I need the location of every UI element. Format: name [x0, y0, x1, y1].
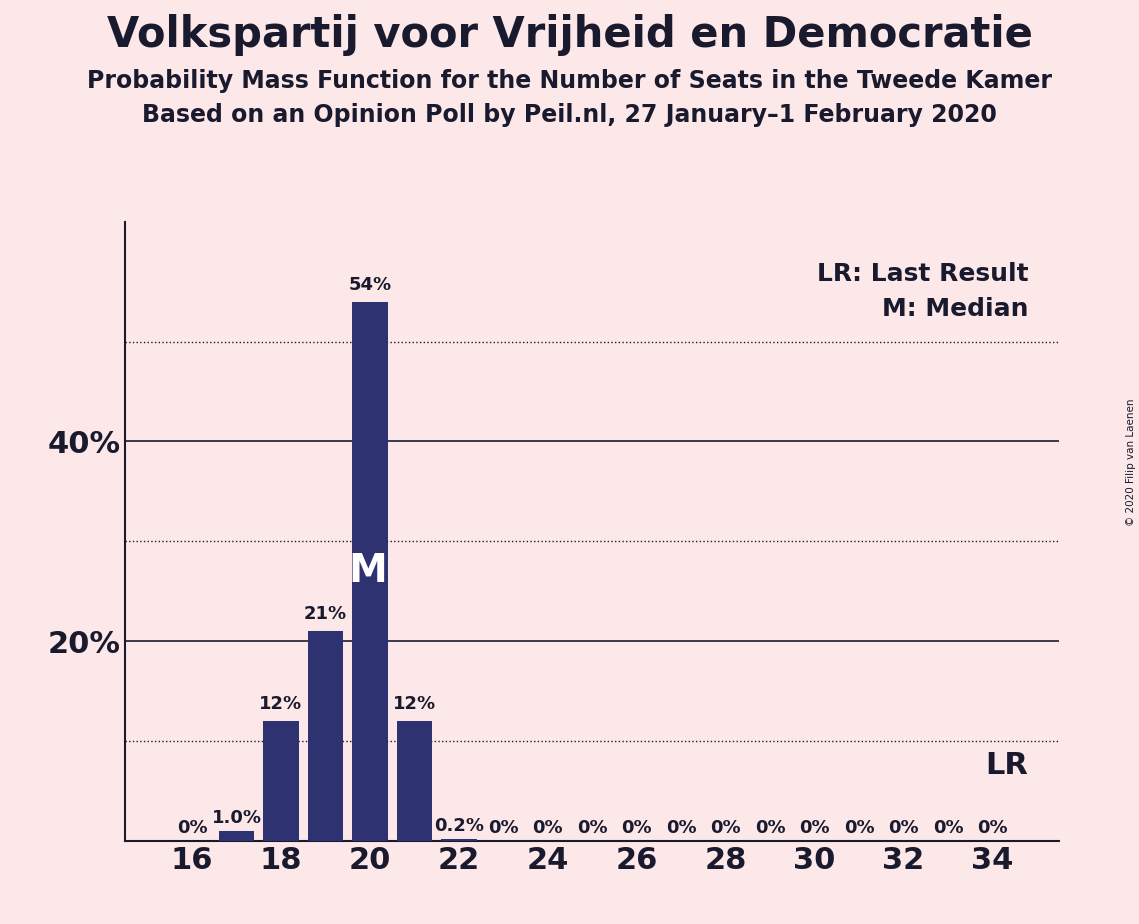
Bar [219, 831, 254, 841]
Text: 0%: 0% [577, 819, 607, 837]
Text: Based on an Opinion Poll by Peil.nl, 27 January–1 February 2020: Based on an Opinion Poll by Peil.nl, 27 … [142, 103, 997, 128]
Text: 0%: 0% [177, 819, 207, 837]
Text: 0%: 0% [977, 819, 1008, 837]
Text: 12%: 12% [393, 695, 436, 713]
Text: 54%: 54% [349, 275, 392, 294]
Text: © 2020 Filip van Laenen: © 2020 Filip van Laenen [1126, 398, 1136, 526]
Bar [308, 631, 343, 841]
Text: 0%: 0% [755, 819, 786, 837]
Text: 0%: 0% [666, 819, 697, 837]
Text: 0%: 0% [933, 819, 964, 837]
Text: Probability Mass Function for the Number of Seats in the Tweede Kamer: Probability Mass Function for the Number… [87, 69, 1052, 93]
Text: 21%: 21% [304, 605, 347, 623]
Text: 0%: 0% [800, 819, 830, 837]
Text: Volkspartij voor Vrijheid en Democratie: Volkspartij voor Vrijheid en Democratie [107, 14, 1032, 55]
Text: 0%: 0% [711, 819, 741, 837]
Text: 0.2%: 0.2% [434, 817, 484, 835]
Text: M: M [349, 553, 387, 590]
Text: 12%: 12% [260, 695, 303, 713]
Text: 1.0%: 1.0% [212, 808, 262, 827]
Text: 0%: 0% [487, 819, 518, 837]
Bar [396, 721, 432, 841]
Text: 0%: 0% [533, 819, 563, 837]
Text: M: Median: M: Median [882, 297, 1029, 321]
Text: LR: Last Result: LR: Last Result [817, 261, 1029, 286]
Bar [441, 839, 476, 841]
Bar [352, 301, 387, 841]
Text: 0%: 0% [888, 819, 919, 837]
Bar [263, 721, 298, 841]
Text: LR: LR [985, 751, 1029, 781]
Text: 0%: 0% [844, 819, 875, 837]
Text: 0%: 0% [622, 819, 652, 837]
